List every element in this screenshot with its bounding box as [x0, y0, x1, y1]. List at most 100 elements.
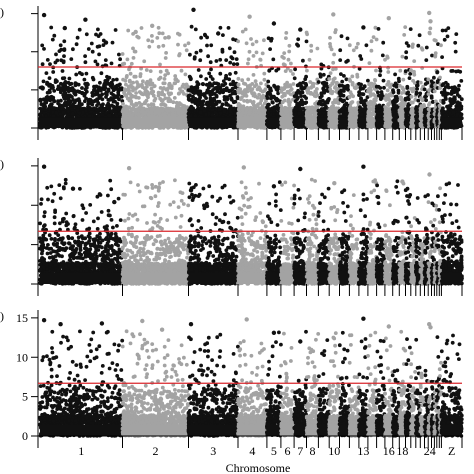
snp-point — [125, 74, 129, 78]
snp-point — [371, 35, 376, 39]
snp-point — [73, 81, 78, 86]
snp-point — [369, 48, 374, 53]
snp-point — [54, 110, 59, 115]
snp-point — [139, 26, 144, 30]
snp-point — [380, 53, 385, 58]
snp-point — [268, 86, 273, 91]
snp-point — [300, 90, 305, 95]
snp-point — [368, 85, 373, 90]
snp-point — [236, 111, 241, 116]
snp-point — [41, 79, 46, 84]
snp-point — [338, 58, 343, 62]
snp-point — [230, 56, 235, 61]
snp-point — [128, 92, 133, 96]
snp-point — [155, 36, 160, 40]
snp-point — [304, 39, 309, 44]
snp-point — [224, 88, 229, 93]
snp-point — [90, 94, 95, 98]
snp-point — [143, 86, 147, 91]
snp-point — [291, 72, 295, 76]
snp-point — [327, 77, 332, 81]
snp-point — [47, 76, 52, 80]
snp-point — [109, 91, 114, 96]
snp-point — [66, 109, 71, 114]
snp-point — [87, 97, 92, 102]
snp-point — [271, 57, 276, 62]
snp-point — [189, 24, 194, 29]
snp-point — [95, 107, 100, 112]
snp-point — [204, 77, 209, 81]
snp-point — [62, 54, 66, 58]
snp-point — [222, 95, 227, 99]
snp-point — [228, 60, 233, 65]
snp-point — [109, 97, 114, 102]
snp-point — [314, 90, 319, 95]
snp-point — [345, 36, 350, 41]
snp-point — [329, 105, 334, 109]
snp-point — [121, 77, 125, 82]
snp-point — [66, 85, 71, 90]
snp-point — [148, 78, 153, 82]
snp-point — [329, 111, 333, 116]
snp-point — [357, 82, 361, 86]
snp-point — [124, 109, 129, 114]
snp-point — [262, 89, 267, 93]
snp-point — [62, 47, 67, 52]
snp-point — [313, 101, 317, 106]
snp-point — [235, 62, 240, 66]
snp-point — [331, 100, 335, 105]
snp-point — [286, 57, 291, 62]
snp-point — [77, 27, 82, 32]
snp-point — [172, 113, 177, 118]
snp-point — [274, 68, 279, 73]
snp-point — [307, 57, 312, 62]
snp-point — [77, 111, 82, 116]
snp-point — [243, 110, 248, 115]
snp-point — [350, 82, 355, 87]
snp-point — [113, 28, 118, 32]
snp-point — [163, 36, 168, 40]
snp-point — [197, 90, 202, 94]
snp-point — [279, 103, 283, 108]
snp-point — [122, 113, 127, 118]
snp-point — [287, 102, 292, 107]
snp-point — [193, 87, 198, 92]
snp-point — [289, 61, 293, 66]
snp-point — [129, 99, 134, 104]
snp-point — [331, 108, 335, 113]
snp-point — [117, 52, 121, 57]
snp-point — [156, 44, 161, 49]
snp-point — [322, 80, 327, 85]
snp-point — [100, 64, 105, 69]
snp-point — [115, 101, 120, 106]
snp-point — [75, 89, 80, 94]
snp-point — [309, 49, 314, 53]
snp-point — [198, 48, 203, 53]
snp-point — [386, 102, 390, 107]
snp-point — [244, 41, 249, 46]
snp-point — [186, 41, 191, 46]
snp-point — [354, 85, 359, 89]
snp-point — [373, 78, 377, 82]
snp-point — [272, 83, 276, 88]
snp-point — [97, 93, 101, 98]
snp-point — [129, 83, 133, 88]
snp-point — [315, 87, 319, 91]
snp-point — [209, 43, 214, 48]
snp-point — [229, 106, 234, 111]
snp-point — [190, 99, 195, 104]
snp-point — [148, 69, 153, 73]
snp-point — [233, 99, 238, 104]
snp-point — [104, 111, 108, 115]
snp-point — [196, 82, 201, 86]
snp-point — [335, 80, 339, 85]
snp-point — [173, 74, 178, 78]
snp-point — [175, 104, 179, 109]
snp-point — [40, 107, 45, 112]
snp-point — [48, 62, 52, 66]
snp-point — [97, 44, 102, 49]
snp-point — [333, 28, 338, 32]
snp-point — [259, 95, 264, 99]
snp-point — [95, 103, 99, 108]
snp-point — [379, 90, 384, 94]
